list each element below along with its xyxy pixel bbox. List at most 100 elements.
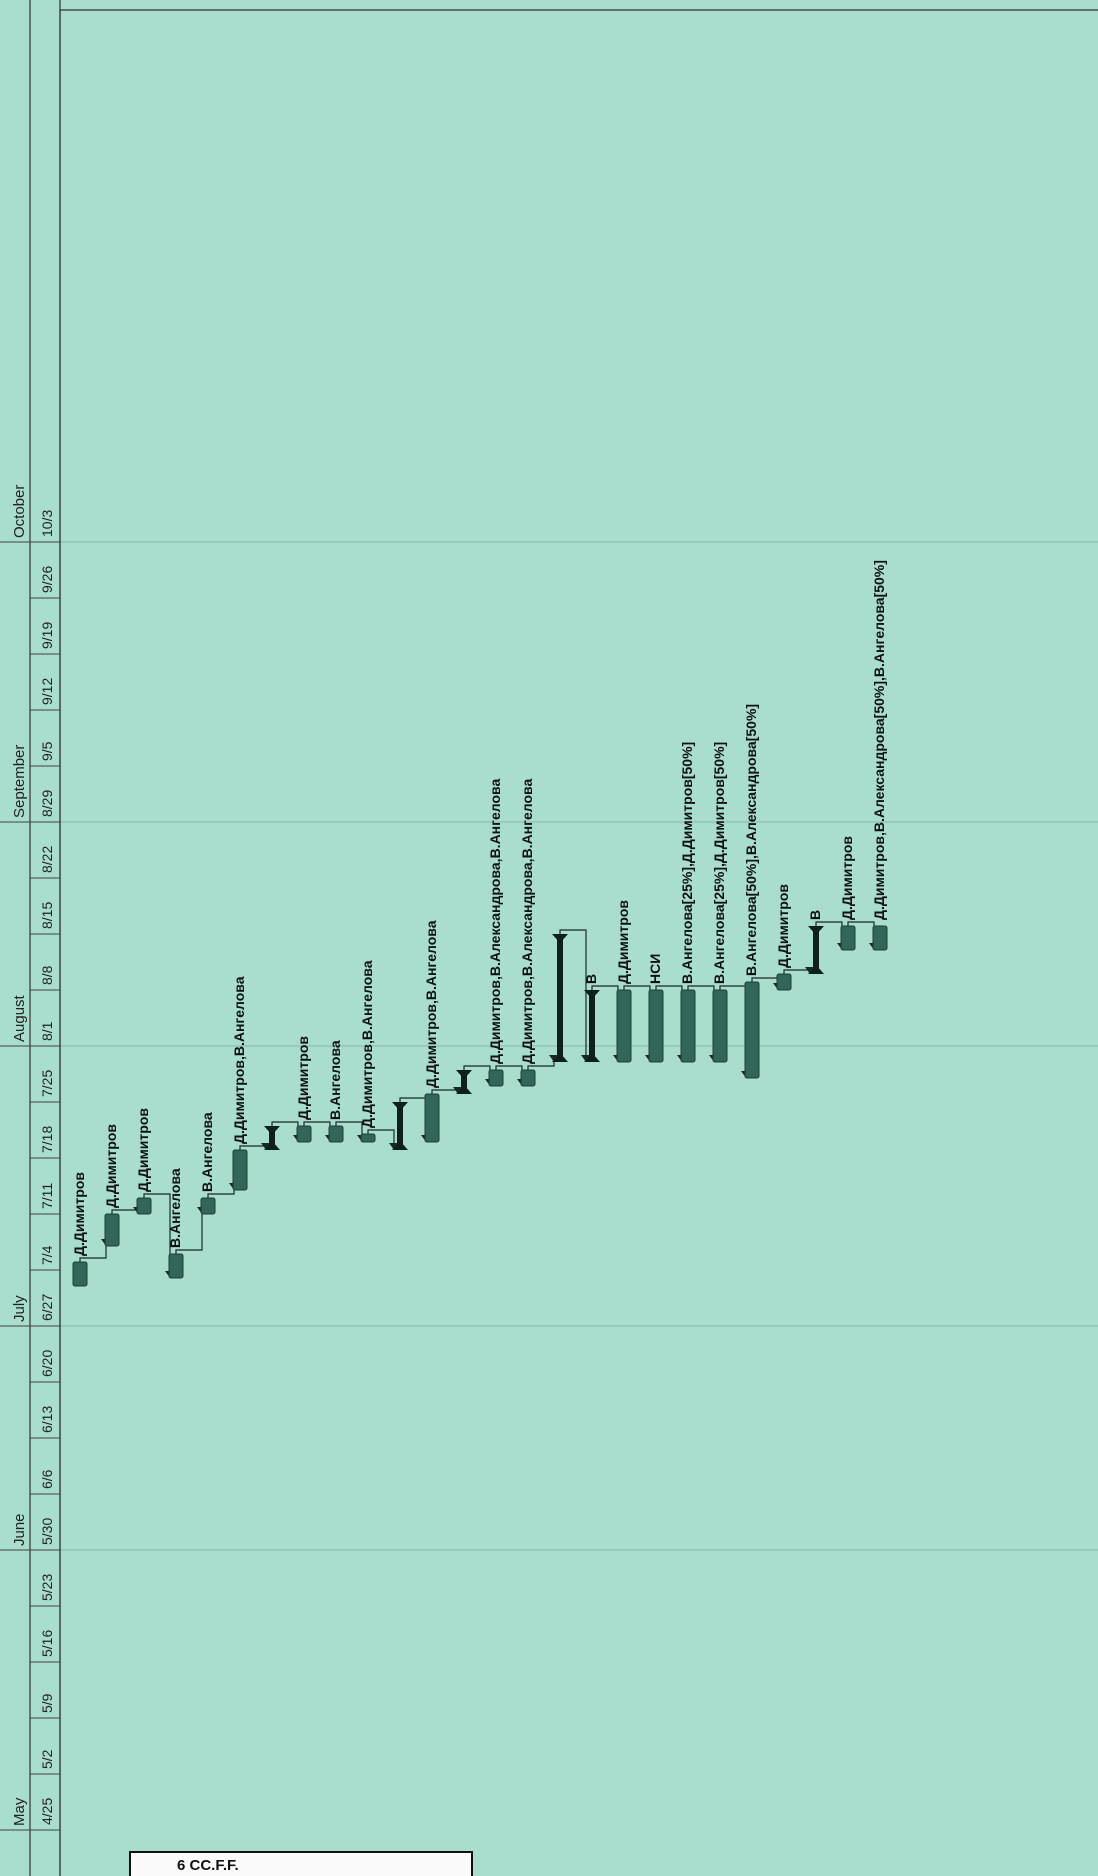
task-bar xyxy=(680,989,696,1063)
task-label: Д.Димитров xyxy=(615,900,631,984)
task-bar xyxy=(328,1125,344,1143)
task-bar xyxy=(136,1197,152,1215)
task-bar xyxy=(72,1261,88,1287)
week-tick-label: 9/26 xyxy=(39,566,55,593)
dependency-arrow xyxy=(805,967,815,974)
task-label: В.Ангелова xyxy=(327,1040,343,1120)
task-bar xyxy=(648,989,664,1063)
summary-end-marker xyxy=(456,1070,472,1079)
summary-end-marker xyxy=(264,1126,280,1135)
dependency-arrow xyxy=(261,1143,271,1150)
task-bar xyxy=(872,925,888,951)
month-label: July xyxy=(11,1295,28,1322)
footer-text: 6 CC.F.F. xyxy=(177,1857,239,1874)
week-tick-label: 6/20 xyxy=(39,1350,55,1377)
summary-bar xyxy=(557,934,563,1062)
task-label: В.Ангелова[25%],Д.Димитров[50%] xyxy=(679,742,695,984)
dependency-link xyxy=(559,929,587,1062)
week-tick-label: 5/23 xyxy=(39,1574,55,1601)
week-tick-label: 7/11 xyxy=(39,1183,55,1209)
task-label: В.Ангелова xyxy=(199,1112,215,1192)
footer-box: 6 CC.F.F. xyxy=(129,1851,473,1876)
task-bar xyxy=(488,1069,504,1087)
task-bar xyxy=(232,1149,248,1191)
task-bar xyxy=(104,1213,120,1247)
dependency-arrow xyxy=(549,1055,559,1062)
task-bar xyxy=(712,989,728,1063)
task-label: Д.Димитров xyxy=(775,884,791,968)
task-label: Д.Димитров xyxy=(135,1108,151,1192)
week-tick-label: 7/4 xyxy=(39,1245,55,1265)
task-bar xyxy=(168,1253,184,1279)
task-label: В.Ангелова[50%],В.Александрова[50%] xyxy=(743,704,759,976)
week-tick-label: 5/30 xyxy=(39,1518,55,1545)
week-tick-label: 6/6 xyxy=(39,1469,55,1489)
summary-start-marker xyxy=(552,1053,568,1062)
task-bar xyxy=(360,1133,376,1143)
week-tick-label: 5/2 xyxy=(39,1749,55,1769)
task-label: Д.Димитров,В.Александрова,В.Ангелова xyxy=(487,779,503,1064)
task-bar xyxy=(296,1125,312,1143)
task-label: Д.Димитров,В.Ангелова xyxy=(231,976,247,1144)
dependency-arrow xyxy=(581,1055,591,1062)
task-label: НСИ xyxy=(647,954,663,984)
dependency-link xyxy=(79,1246,107,1262)
task-bar xyxy=(200,1197,216,1215)
task-label: Д.Димитров xyxy=(71,1172,87,1256)
task-bar xyxy=(776,973,792,991)
week-tick-label: 8/22 xyxy=(39,846,55,873)
week-tick-label: 9/12 xyxy=(39,678,55,705)
week-tick-label: 9/5 xyxy=(39,741,55,761)
month-label: August xyxy=(11,994,28,1042)
month-label: September xyxy=(11,745,28,818)
week-tick-label: 6/27 xyxy=(39,1294,55,1321)
task-label: Д.Димитров xyxy=(839,836,855,920)
dependency-link xyxy=(367,1129,395,1150)
task-label: Д.Димитров xyxy=(103,1124,119,1208)
task-label: Д.Димитров,В.Александрова,В.Ангелова xyxy=(519,779,535,1064)
week-tick-label: 8/8 xyxy=(39,965,55,985)
task-label: Д.Димитров,В.Ангелова xyxy=(423,920,439,1088)
task-label: В.Ангелова[25%],Д.Димитров[50%] xyxy=(711,742,727,984)
summary-bar xyxy=(461,1070,467,1094)
summary-end-marker xyxy=(552,934,568,943)
summary-bar xyxy=(269,1126,275,1150)
summary-start-marker xyxy=(264,1141,280,1150)
dependency-link xyxy=(207,1190,235,1198)
summary-end-marker xyxy=(584,990,600,999)
week-tick-label: 7/25 xyxy=(39,1070,55,1097)
week-tick-label: 5/9 xyxy=(39,1693,55,1713)
task-label: В xyxy=(807,910,823,920)
week-tick-label: 8/1 xyxy=(39,1021,55,1041)
dependency-link xyxy=(335,1121,363,1142)
month-label: October xyxy=(11,485,28,538)
task-label: Д.Димитров,В.Ангелова xyxy=(359,960,375,1128)
task-bar xyxy=(424,1093,440,1143)
task-label: Д.Димитров xyxy=(295,1036,311,1120)
dependency-link xyxy=(143,1193,171,1278)
summary-start-marker xyxy=(392,1141,408,1150)
week-tick-label: 7/18 xyxy=(39,1126,55,1153)
dependency-arrow xyxy=(389,1143,399,1150)
task-bar xyxy=(744,981,760,1079)
week-tick-label: 5/16 xyxy=(39,1630,55,1657)
week-tick-label: 4/25 xyxy=(39,1798,55,1825)
week-tick-label: 10/3 xyxy=(39,510,55,537)
week-tick-label: 8/29 xyxy=(39,790,55,817)
summary-bar xyxy=(397,1102,403,1150)
summary-start-marker xyxy=(584,1053,600,1062)
summary-bar xyxy=(813,926,819,974)
task-label: В.Ангелова xyxy=(167,1168,183,1248)
month-label: June xyxy=(11,1513,28,1546)
task-label: Д.Димитров,В.Александрова[50%],В.Ангелов… xyxy=(871,560,887,920)
summary-start-marker xyxy=(808,965,824,974)
summary-bar xyxy=(589,990,595,1062)
summary-start-marker xyxy=(456,1085,472,1094)
task-bar xyxy=(520,1069,536,1087)
week-tick-label: 8/15 xyxy=(39,902,55,929)
dependency-link xyxy=(175,1214,203,1254)
task-label: В xyxy=(583,974,599,984)
